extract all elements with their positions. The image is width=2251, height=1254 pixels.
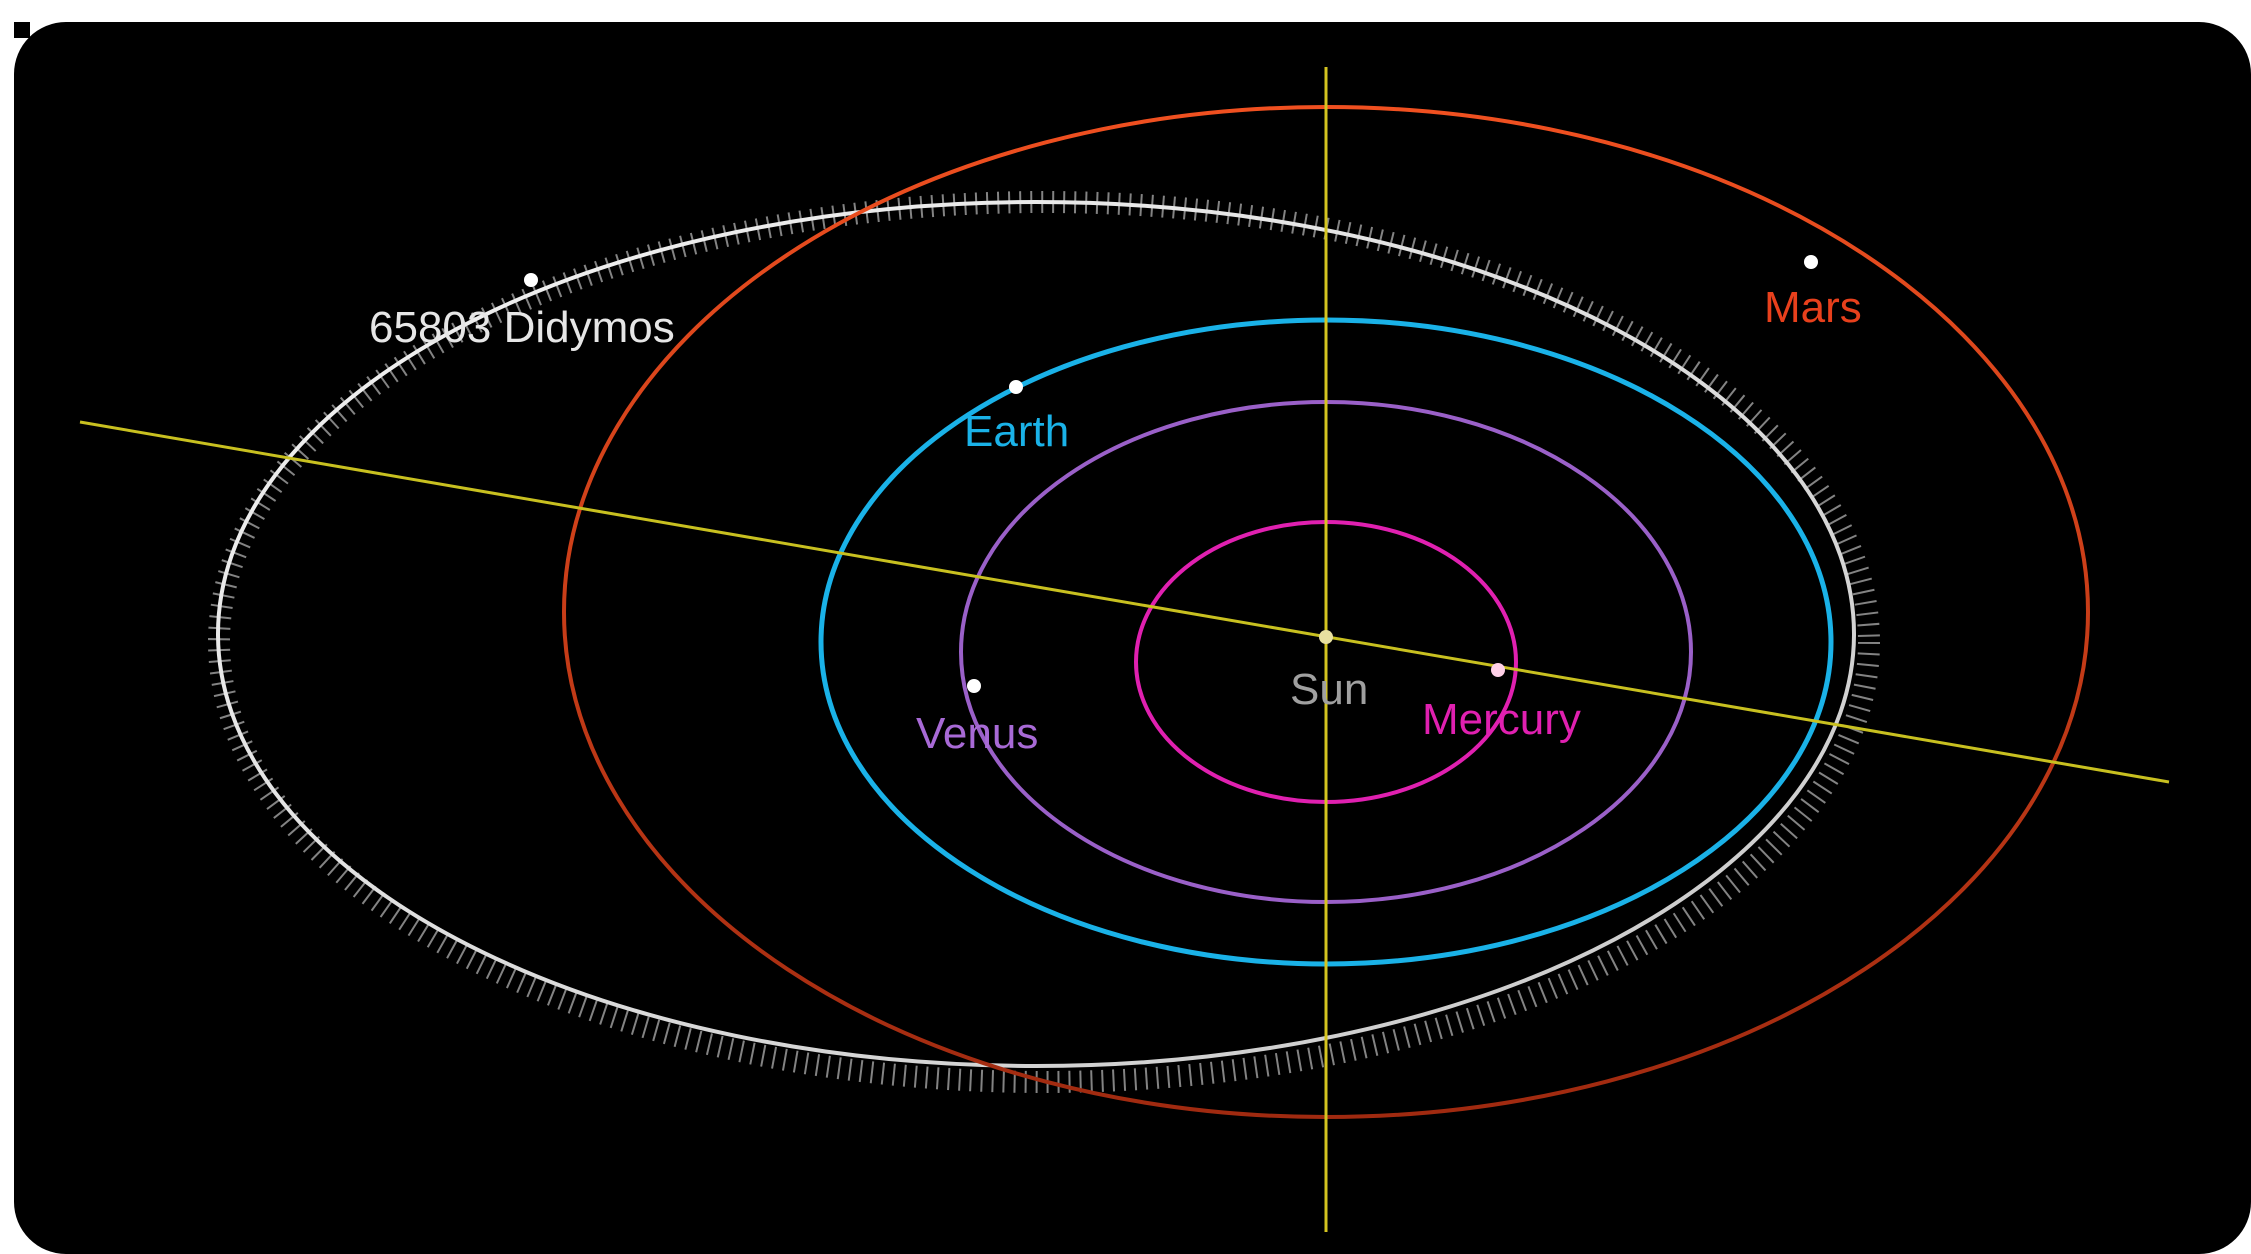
didymos-marker [524,273,538,287]
venus-label: Venus [916,709,1038,758]
corner-marker [14,22,30,38]
mars-label: Mars [1764,283,1862,332]
ecliptic-axis [79,420,2170,784]
mercury-marker [1491,663,1505,677]
orbit-diagram: 65803 Didymos Mars Earth Venus Mercury S… [79,67,2170,1232]
mercury-label: Mercury [1422,695,1581,744]
sun-marker [1319,630,1333,644]
didymos-label: 65803 Didymos [369,303,675,352]
sun-label: Sun [1290,665,1368,714]
venus-marker [967,679,981,693]
didymos-orbit [208,191,1880,1093]
mars-marker [1804,255,1818,269]
earth-marker [1009,380,1023,394]
earth-label: Earth [964,407,1069,456]
orbit-diagram-panel: 65803 Didymos Mars Earth Venus Mercury S… [14,22,2251,1254]
